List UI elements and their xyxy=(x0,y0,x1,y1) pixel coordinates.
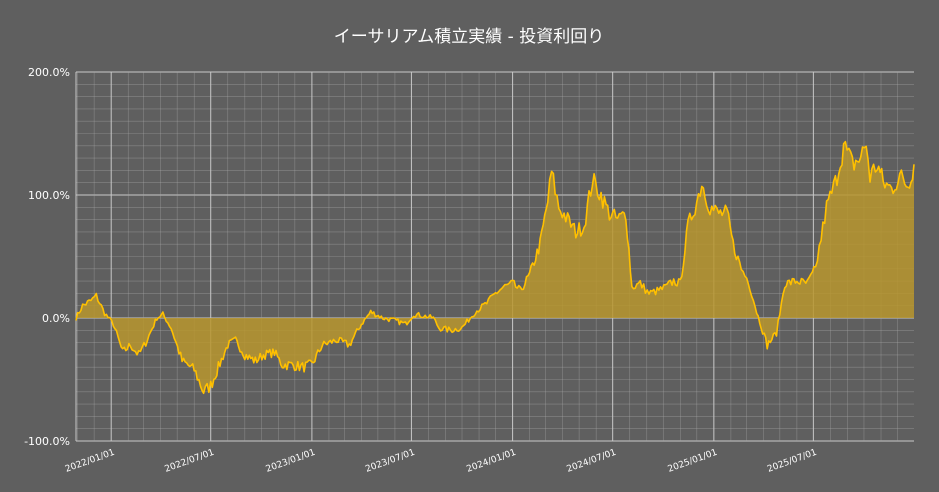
series-area xyxy=(75,140,915,395)
x-tick-label: 2024/07/01 xyxy=(565,448,617,475)
y-axis: 200.0% 100.0% 0.0% -100.0% xyxy=(24,66,70,448)
y-tick-label: 0.0% xyxy=(42,312,70,325)
y-tick-label: 100.0% xyxy=(28,189,70,202)
chart-title: イーサリアム積立実績 - 投資利回り xyxy=(334,27,604,47)
x-tick-label: 2023/07/01 xyxy=(364,448,416,475)
x-tick-label: 2025/07/01 xyxy=(766,448,818,475)
x-tick-label: 2024/01/01 xyxy=(465,448,517,475)
x-tick-label: 2022/07/01 xyxy=(163,448,215,475)
x-tick-label: 2025/01/01 xyxy=(667,448,719,475)
x-tick-label: 2023/01/01 xyxy=(265,448,317,475)
x-tick-label: 2022/01/01 xyxy=(64,448,116,475)
series-line xyxy=(75,140,915,395)
x-axis: 2022/01/01 2022/07/01 2023/01/01 2023/07/01… xyxy=(64,448,818,475)
y-tick-label: -100.0% xyxy=(24,435,70,448)
y-tick-label: 200.0% xyxy=(28,66,70,79)
series-area-fill xyxy=(76,141,914,394)
